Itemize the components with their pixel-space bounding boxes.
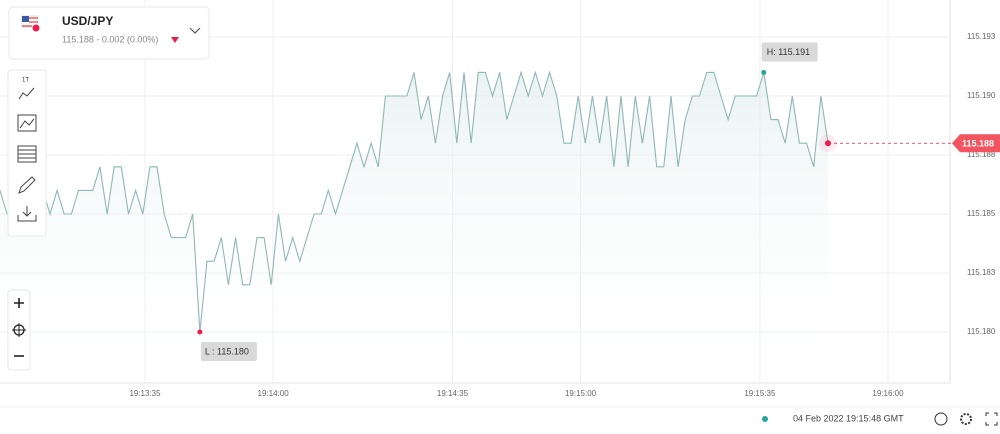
recenter-cross (12, 323, 26, 337)
help-icon[interactable] (934, 412, 948, 426)
y-tick-label: 115.188 (967, 150, 996, 159)
high-point (761, 69, 767, 75)
area-fill (0, 72, 828, 384)
x-tick-label: 19:13:35 (129, 389, 161, 398)
y-tick-label: 115.190 (967, 91, 996, 100)
x-tick-label: 19:15:00 (565, 389, 597, 398)
high-label-box (761, 42, 818, 62)
dropdown-icon[interactable] (189, 27, 201, 34)
flag-badge (31, 23, 41, 33)
last-price-badge (952, 134, 1000, 153)
symbol: USD/JPY (62, 14, 113, 28)
chart-type-icon[interactable] (18, 87, 35, 100)
quote: 115.188 - 0.002 (0.00%) (62, 34, 158, 44)
toolbar (7, 69, 47, 237)
high-label: H: 115.191 (767, 47, 810, 57)
symbol-card[interactable] (8, 6, 210, 60)
low-point (197, 329, 203, 335)
studies-icon[interactable] (17, 145, 37, 163)
y-tick-label: 115.185 (967, 209, 996, 218)
price-line (0, 70, 829, 333)
interval-label[interactable]: 1T (22, 78, 29, 84)
low-label: L : 115.180 (205, 346, 249, 356)
y-tick-label: 115.193 (967, 32, 996, 41)
fullscreen-icon[interactable] (985, 412, 998, 426)
down-arrow (171, 37, 179, 43)
x-tick-label: 19:14:35 (437, 389, 469, 398)
draw-icon[interactable] (18, 176, 36, 194)
timestamp: 04 Feb 2022 19:15:48 GMT (793, 413, 904, 423)
last-price-label: 115.188 (962, 139, 994, 149)
last-point (825, 140, 831, 147)
download-icon[interactable] (17, 206, 37, 222)
x-tick-label: 19:14:00 (258, 389, 290, 398)
low-label-box (200, 342, 257, 362)
zoom-in[interactable] (14, 298, 24, 308)
settings-icon[interactable] (960, 413, 972, 425)
x-tick-label: 19:15:35 (744, 389, 776, 398)
y-tick-label: 115.183 (967, 268, 996, 277)
indicator-icon[interactable] (17, 114, 37, 132)
flag-canton (22, 16, 29, 22)
x-tick-label: 19:16:00 (872, 389, 904, 398)
y-tick-label: 115.180 (967, 327, 996, 336)
status-dot (762, 416, 768, 422)
